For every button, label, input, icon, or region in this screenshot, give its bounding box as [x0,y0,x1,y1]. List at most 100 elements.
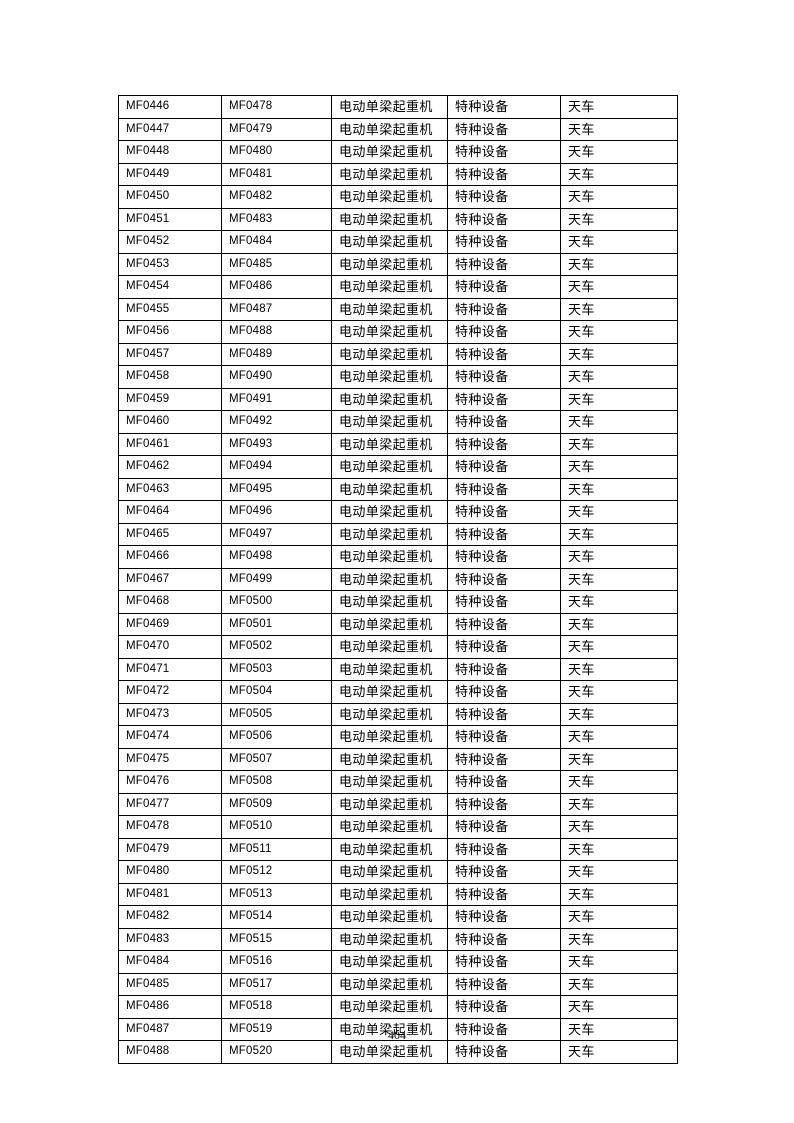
table-cell-asset_code: MF0464 [118,500,222,524]
table-row: MF0447 MF0479 电动单梁起重机 特种设备 天车 [118,117,678,141]
table-cell-asset_code: MF0448 [118,140,222,164]
table-cell-common_name: 天车 [560,995,678,1019]
table-cell-device_code: MF0502 [221,635,332,659]
table-row: MF0466 MF0498 电动单梁起重机 特种设备 天车 [118,545,678,569]
table-cell-common_name: 天车 [560,747,678,771]
table-cell-common_name: 天车 [560,860,678,884]
table-cell-common_name: 天车 [560,342,678,366]
table-cell-category: 特种设备 [447,747,561,771]
table-cell-common_name: 天车 [560,612,678,636]
table-cell-category: 特种设备 [447,432,561,456]
table-cell-asset_code: MF0479 [118,837,222,861]
table-cell-asset_code: MF0451 [118,207,222,231]
table-cell-category: 特种设备 [447,477,561,501]
table-cell-equipment_name: 电动单梁起重机 [331,455,448,479]
table-cell-equipment_name: 电动单梁起重机 [331,657,448,681]
table-cell-device_code: MF0493 [221,432,332,456]
table-row: MF0486 MF0518 电动单梁起重机 特种设备 天车 [118,995,678,1019]
table-cell-device_code: MF0506 [221,725,332,749]
table-cell-equipment_name: 电动单梁起重机 [331,995,448,1019]
table-cell-device_code: MF0507 [221,747,332,771]
table-cell-category: 特种设备 [447,117,561,141]
table-row: MF0450 MF0482 电动单梁起重机 特种设备 天车 [118,185,678,209]
table-cell-device_code: MF0501 [221,612,332,636]
table-cell-common_name: 天车 [560,905,678,929]
table-row: MF0476 MF0508 电动单梁起重机 特种设备 天车 [118,770,678,794]
table-cell-asset_code: MF0449 [118,162,222,186]
table-cell-common_name: 天车 [560,387,678,411]
table-cell-category: 特种设备 [447,230,561,254]
table-cell-common_name: 天车 [560,545,678,569]
table-cell-device_code: MF0505 [221,702,332,726]
table-cell-asset_code: MF0447 [118,117,222,141]
table-cell-equipment_name: 电动单梁起重机 [331,860,448,884]
table-cell-category: 特种设备 [447,387,561,411]
table-cell-asset_code: MF0466 [118,545,222,569]
table-cell-common_name: 天车 [560,635,678,659]
table-cell-equipment_name: 电动单梁起重机 [331,320,448,344]
table-cell-asset_code: MF0488 [118,1040,222,1064]
table-cell-device_code: MF0516 [221,950,332,974]
table-cell-asset_code: MF0469 [118,612,222,636]
table-cell-category: 特种设备 [447,320,561,344]
table-row: MF0449 MF0481 电动单梁起重机 特种设备 天车 [118,162,678,186]
table-cell-asset_code: MF0458 [118,365,222,389]
table-row: MF0461 MF0493 电动单梁起重机 特种设备 天车 [118,432,678,456]
table-cell-asset_code: MF0484 [118,950,222,974]
table-cell-common_name: 天车 [560,230,678,254]
table-row: MF0460 MF0492 电动单梁起重机 特种设备 天车 [118,410,678,434]
table-cell-common_name: 天车 [560,162,678,186]
table-cell-category: 特种设备 [447,252,561,276]
table-cell-asset_code: MF0476 [118,770,222,794]
table-cell-asset_code: MF0455 [118,297,222,321]
table-cell-asset_code: MF0472 [118,680,222,704]
table-cell-equipment_name: 电动单梁起重机 [331,522,448,546]
table-cell-device_code: MF0499 [221,567,332,591]
table-cell-equipment_name: 电动单梁起重机 [331,162,448,186]
table-cell-category: 特种设备 [447,657,561,681]
table-cell-common_name: 天车 [560,455,678,479]
table-cell-category: 特种设备 [447,297,561,321]
table-cell-common_name: 天车 [560,590,678,614]
table-cell-equipment_name: 电动单梁起重机 [331,882,448,906]
table-cell-category: 特种设备 [447,365,561,389]
table-cell-category: 特种设备 [447,860,561,884]
table-row: MF0469 MF0501 电动单梁起重机 特种设备 天车 [118,612,678,636]
table-cell-common_name: 天车 [560,567,678,591]
table-cell-common_name: 天车 [560,725,678,749]
table-cell-category: 特种设备 [447,275,561,299]
table-row: MF0472 MF0504 电动单梁起重机 特种设备 天车 [118,680,678,704]
table-cell-equipment_name: 电动单梁起重机 [331,410,448,434]
table-cell-device_code: MF0504 [221,680,332,704]
table-cell-category: 特种设备 [447,342,561,366]
table-cell-equipment_name: 电动单梁起重机 [331,365,448,389]
table-cell-device_code: MF0494 [221,455,332,479]
table-row: MF0483 MF0515 电动单梁起重机 特种设备 天车 [118,927,678,951]
table-cell-device_code: MF0495 [221,477,332,501]
table-row: MF0473 MF0505 电动单梁起重机 特种设备 天车 [118,702,678,726]
table-cell-device_code: MF0480 [221,140,332,164]
equipment-table-body: MF0446 MF0478 电动单梁起重机 特种设备 天车 MF0447 MF0479 电动单… [118,95,678,1064]
table-row: MF0478 MF0510 电动单梁起重机 特种设备 天车 [118,815,678,839]
table-row: MF0471 MF0503 电动单梁起重机 特种设备 天车 [118,657,678,681]
table-cell-category: 特种设备 [447,567,561,591]
table-cell-equipment_name: 电动单梁起重机 [331,275,448,299]
table-cell-equipment_name: 电动单梁起重机 [331,635,448,659]
table-row: MF0456 MF0488 电动单梁起重机 特种设备 天车 [118,320,678,344]
table-cell-equipment_name: 电动单梁起重机 [331,590,448,614]
table-cell-equipment_name: 电动单梁起重机 [331,230,448,254]
table-cell-common_name: 天车 [560,1040,678,1064]
table-cell-equipment_name: 电动单梁起重机 [331,95,448,119]
table-cell-category: 特种设备 [447,635,561,659]
table-cell-device_code: MF0503 [221,657,332,681]
table-cell-common_name: 天车 [560,792,678,816]
table-cell-device_code: MF0497 [221,522,332,546]
table-cell-equipment_name: 电动单梁起重机 [331,432,448,456]
table-cell-asset_code: MF0475 [118,747,222,771]
table-cell-asset_code: MF0454 [118,275,222,299]
table-cell-common_name: 天车 [560,680,678,704]
table-cell-category: 特种设备 [447,792,561,816]
table-cell-equipment_name: 电动单梁起重机 [331,1040,448,1064]
table-cell-device_code: MF0479 [221,117,332,141]
table-cell-category: 特种设备 [447,950,561,974]
